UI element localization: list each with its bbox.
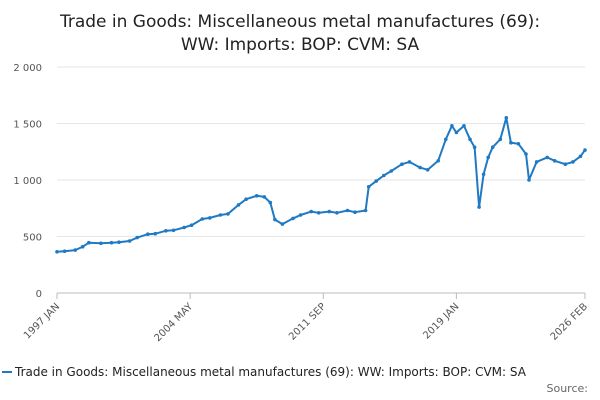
data-point[interactable]	[316, 211, 321, 215]
data-point[interactable]	[353, 210, 357, 214]
data-point[interactable]	[189, 223, 194, 227]
data-point[interactable]	[146, 232, 150, 236]
data-point[interactable]	[374, 179, 379, 183]
data-point[interactable]	[486, 155, 491, 160]
data-point[interactable]	[182, 225, 186, 230]
data-point[interactable]	[254, 194, 259, 198]
source-label: Source:	[547, 382, 589, 395]
data-point[interactable]	[425, 168, 430, 172]
chart-title-line-1: Trade in Goods: Miscellaneous metal manu…	[59, 12, 540, 32]
data-point[interactable]	[309, 209, 314, 214]
data-point[interactable]	[262, 195, 267, 199]
data-point[interactable]	[153, 231, 158, 236]
data-point[interactable]	[527, 178, 531, 182]
data-point[interactable]	[109, 240, 114, 245]
data-point[interactable]	[208, 216, 212, 220]
data-point[interactable]	[164, 229, 168, 233]
x-tick-label: 1997 JAN	[22, 301, 62, 341]
data-point[interactable]	[516, 142, 521, 146]
data-point[interactable]	[509, 140, 513, 145]
data-point[interactable]	[298, 213, 303, 217]
series-layer	[55, 116, 587, 254]
data-point[interactable]	[436, 159, 441, 163]
gridlines	[57, 66, 585, 294]
data-point[interactable]	[244, 197, 248, 201]
y-axis-ticks: 0 500 1 000 1 500 2 000	[13, 63, 42, 300]
data-point[interactable]	[462, 124, 466, 128]
data-point[interactable]	[87, 240, 91, 245]
data-point[interactable]	[268, 200, 273, 205]
data-point[interactable]	[171, 228, 176, 233]
data-point[interactable]	[534, 160, 539, 164]
data-point[interactable]	[335, 211, 339, 215]
data-point[interactable]	[200, 217, 204, 221]
data-point[interactable]	[389, 169, 394, 173]
data-point[interactable]	[236, 203, 241, 207]
data-point[interactable]	[472, 145, 477, 149]
data-point[interactable]	[418, 165, 422, 170]
x-tick-label: 2019 JAN	[421, 301, 461, 341]
series-line	[56, 116, 586, 253]
y-tick-label: 1 500	[13, 120, 42, 131]
data-point[interactable]	[583, 148, 587, 152]
data-point[interactable]	[481, 172, 486, 177]
data-point[interactable]	[99, 241, 103, 246]
legend-label[interactable]: Trade in Goods: Miscellaneous metal manu…	[14, 365, 527, 379]
data-point[interactable]	[363, 208, 368, 213]
data-point[interactable]	[498, 137, 503, 142]
data-point[interactable]	[280, 222, 285, 226]
data-point[interactable]	[552, 159, 557, 163]
x-tick-label: 2011 SEP	[287, 301, 328, 342]
legend[interactable]: Trade in Goods: Miscellaneous metal manu…	[2, 365, 527, 379]
y-tick-label: 0	[36, 289, 42, 300]
data-point[interactable]	[571, 160, 575, 164]
data-point[interactable]	[62, 249, 67, 253]
data-point[interactable]	[563, 162, 568, 166]
data-point[interactable]	[477, 205, 481, 209]
data-point[interactable]	[291, 216, 295, 221]
data-point[interactable]	[73, 248, 77, 252]
x-tick-label: 2004 MAY	[153, 301, 196, 344]
data-point[interactable]	[504, 116, 509, 120]
data-point[interactable]	[117, 240, 121, 244]
data-point[interactable]	[135, 235, 139, 240]
data-point[interactable]	[55, 250, 59, 254]
data-point[interactable]	[545, 155, 549, 160]
data-point[interactable]	[345, 208, 350, 213]
y-tick-label: 2 000	[13, 63, 42, 74]
data-point[interactable]	[468, 137, 472, 142]
data-point[interactable]	[366, 185, 371, 189]
chart-title-line-2: WW: Imports: BOP: CVM: SA	[181, 35, 420, 55]
data-point[interactable]	[80, 244, 85, 249]
data-point[interactable]	[382, 173, 386, 178]
data-point[interactable]	[578, 154, 583, 159]
x-axis: 1997 JAN 2004 MAY 2011 SEP 2019 JAN 2026 FEB	[22, 292, 591, 344]
x-tick-label: 2026 FEB	[549, 301, 591, 343]
y-tick-label: 500	[23, 233, 42, 244]
data-point[interactable]	[400, 162, 404, 166]
data-point[interactable]	[450, 124, 454, 128]
data-point[interactable]	[490, 145, 495, 149]
data-point[interactable]	[226, 212, 230, 216]
data-point[interactable]	[127, 239, 132, 243]
data-point[interactable]	[407, 160, 412, 164]
data-point[interactable]	[327, 209, 332, 214]
data-point[interactable]	[454, 130, 459, 135]
data-point[interactable]	[273, 217, 277, 222]
data-point[interactable]	[444, 137, 448, 142]
y-tick-label: 1 000	[13, 176, 42, 187]
data-point[interactable]	[218, 213, 223, 217]
data-point[interactable]	[524, 152, 528, 156]
